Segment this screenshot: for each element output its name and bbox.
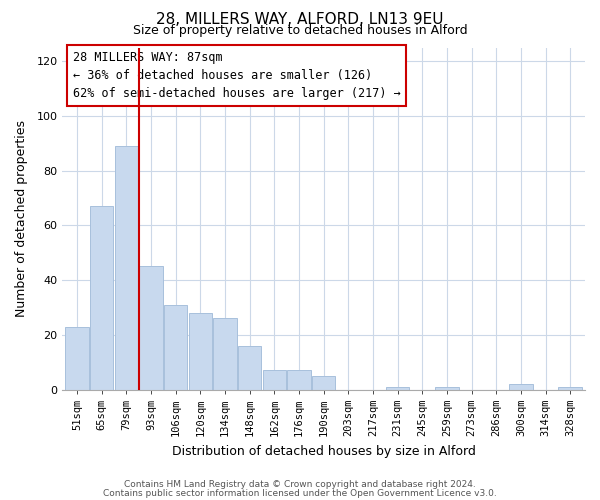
Bar — [164, 305, 187, 390]
Bar — [115, 146, 138, 390]
Bar — [312, 376, 335, 390]
Text: Size of property relative to detached houses in Alford: Size of property relative to detached ho… — [133, 24, 467, 37]
Text: Contains public sector information licensed under the Open Government Licence v3: Contains public sector information licen… — [103, 488, 497, 498]
Text: 28, MILLERS WAY, ALFORD, LN13 9EU: 28, MILLERS WAY, ALFORD, LN13 9EU — [156, 12, 444, 28]
Bar — [386, 387, 409, 390]
Bar — [559, 387, 582, 390]
Bar — [188, 313, 212, 390]
Text: Contains HM Land Registry data © Crown copyright and database right 2024.: Contains HM Land Registry data © Crown c… — [124, 480, 476, 489]
Bar — [287, 370, 311, 390]
Text: 28 MILLERS WAY: 87sqm
← 36% of detached houses are smaller (126)
62% of semi-det: 28 MILLERS WAY: 87sqm ← 36% of detached … — [73, 51, 401, 100]
Bar — [435, 387, 458, 390]
X-axis label: Distribution of detached houses by size in Alford: Distribution of detached houses by size … — [172, 444, 476, 458]
Bar — [139, 266, 163, 390]
Bar — [90, 206, 113, 390]
Bar — [238, 346, 262, 390]
Bar — [214, 318, 237, 390]
Bar — [65, 326, 89, 390]
Y-axis label: Number of detached properties: Number of detached properties — [15, 120, 28, 317]
Bar — [509, 384, 533, 390]
Bar — [263, 370, 286, 390]
